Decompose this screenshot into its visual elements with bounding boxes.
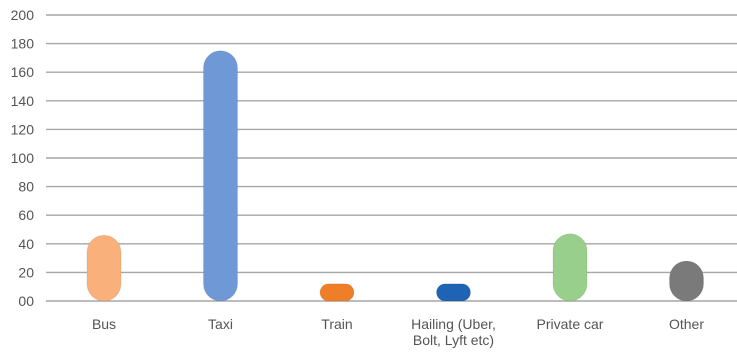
gridlines <box>46 14 737 302</box>
y-tick-label-200: 200 <box>11 7 35 23</box>
x-category-label-3-line-0: Hailing (Uber, <box>411 316 496 332</box>
y-tick-label-180: 180 <box>11 36 35 52</box>
y-tick-label-140: 140 <box>11 93 35 109</box>
bar-4 <box>552 233 588 302</box>
y-tick-label-80: 80 <box>18 179 34 195</box>
bar-0 <box>86 234 122 302</box>
x-category-label-1: Taxi <box>208 316 233 332</box>
y-tick-label-60: 60 <box>18 207 34 223</box>
x-category-label-0: Bus <box>92 316 116 332</box>
y-tick-label-160: 160 <box>11 64 35 80</box>
y-tick-label-100: 100 <box>11 150 35 166</box>
x-axis-category-labels: Bus Taxi Train Hailing (Uber,Bolt, Lyft etc… <box>92 316 704 348</box>
x-category-label-2: Train <box>321 316 352 332</box>
x-category-label-3-line-1: Bolt, Lyft etc) <box>413 332 494 348</box>
bars <box>86 50 704 302</box>
bar-5 <box>669 260 704 302</box>
y-tick-label-120: 120 <box>11 121 35 137</box>
x-category-label-5: Other <box>669 316 704 332</box>
bar-1 <box>203 50 238 302</box>
y-tick-label-0: 00 <box>18 293 34 309</box>
y-axis-tick-labels: 00 20 40 60 80 100 120 140 160 180 200 <box>11 7 35 309</box>
y-tick-label-40: 40 <box>18 236 34 252</box>
y-tick-label-20: 20 <box>18 264 34 280</box>
bar-2 <box>319 283 355 302</box>
bar-3 <box>436 283 471 302</box>
x-category-label-4: Private car <box>537 316 604 332</box>
